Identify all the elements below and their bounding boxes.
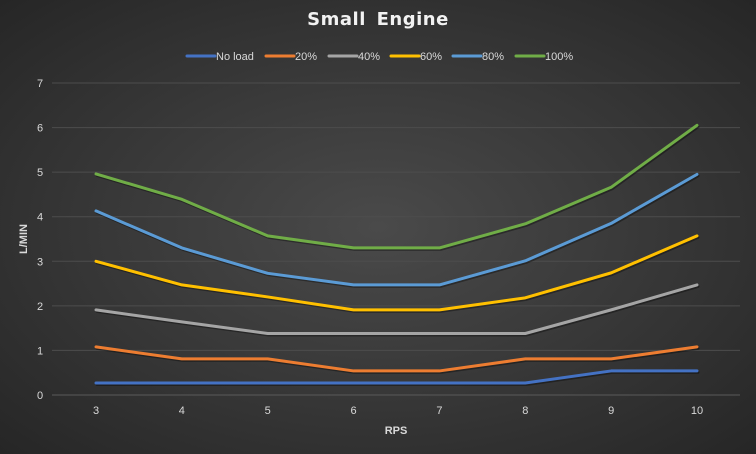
x-tick-label: 5 <box>265 405 271 417</box>
legend-item[interactable]: 80% <box>451 51 504 63</box>
x-tick-label: 10 <box>691 405 703 417</box>
legend-item[interactable]: 20% <box>264 51 317 63</box>
series-line-1 <box>94 345 699 373</box>
series-line-0 <box>94 369 699 385</box>
y-axis-label: L/MIN <box>18 224 30 254</box>
x-tick-label: 7 <box>436 405 442 417</box>
series-line-3 <box>94 234 699 312</box>
legend-item[interactable]: No load <box>185 51 254 63</box>
legend-label: 20% <box>295 51 317 63</box>
series-line-5 <box>94 123 699 250</box>
x-tick-labels: 3 4 5 6 7 8 9 10 <box>93 405 703 417</box>
y-tick-label: 7 <box>37 78 43 90</box>
x-tick-label: 4 <box>179 405 185 417</box>
legend-label: No load <box>216 51 254 63</box>
chart-title: Small Engine <box>307 9 449 30</box>
series-shadow <box>95 174 700 288</box>
y-tick-label: 2 <box>37 301 43 313</box>
series-lines <box>94 123 700 386</box>
y-tick-label: 1 <box>37 345 43 357</box>
legend: No load 20% 40% 60% 80% 100% <box>185 51 573 63</box>
y-tick-label: 0 <box>37 390 43 402</box>
series-line-4 <box>94 172 699 287</box>
y-tick-label: 3 <box>37 256 43 268</box>
y-tick-label: 4 <box>37 212 43 224</box>
x-tick-label: 6 <box>351 405 357 417</box>
y-tick-labels: 0 1 2 3 4 5 6 7 <box>37 78 43 402</box>
y-tick-label: 6 <box>37 123 43 135</box>
legend-item[interactable]: 40% <box>327 51 380 63</box>
legend-item[interactable]: 100% <box>514 51 573 63</box>
legend-label: 40% <box>358 51 380 63</box>
x-axis-label: RPS <box>385 425 408 437</box>
legend-label: 80% <box>482 51 504 63</box>
x-tick-label: 3 <box>93 405 99 417</box>
x-tick-label: 8 <box>522 405 528 417</box>
legend-label: 100% <box>545 51 573 63</box>
y-tick-label: 5 <box>37 167 43 179</box>
series-line-2 <box>94 283 699 335</box>
legend-label: 60% <box>420 51 442 63</box>
legend-item[interactable]: 60% <box>389 51 442 63</box>
x-tick-label: 9 <box>608 405 614 417</box>
